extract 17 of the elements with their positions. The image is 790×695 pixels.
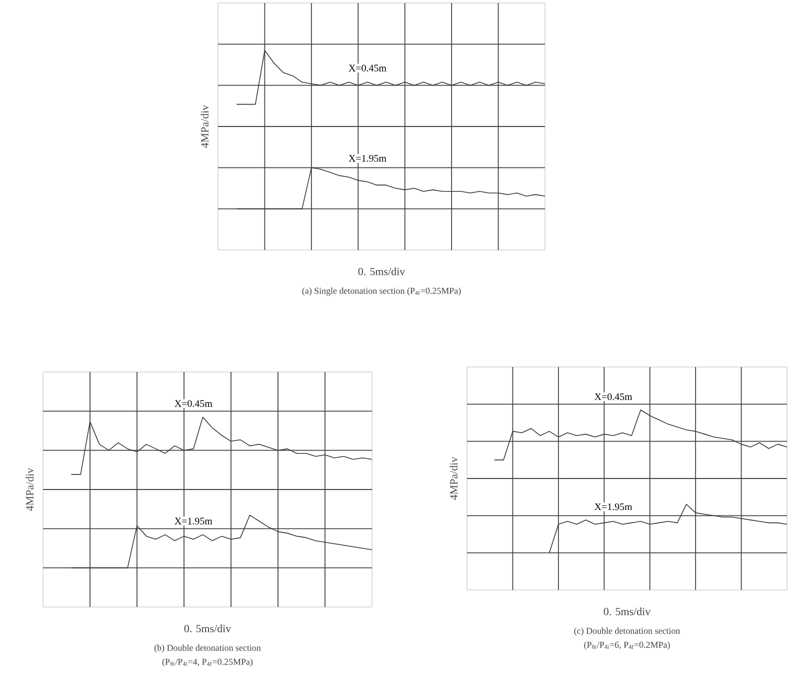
series-label: X=0.45m [174,400,212,407]
text: (b) Double detonation section [154,644,261,653]
series-label: X=0.45m [594,393,632,400]
text: (P$_{8i}$/P$_{4i}$=6, P$_{4f}$=0.2MPa) [584,642,670,650]
series-label: X=1.95m [174,518,212,524]
series-label: X=1.95m [594,503,632,510]
x-axis-title: 0. 5ms/div [184,624,232,632]
series-label: X=1.95m [348,154,386,162]
y-axis-title: 4MPa/div [450,456,458,500]
x-axis-title: 0. 5ms/div [604,608,651,616]
text: (a) Single detonation section (P$_{4f}$=0.25MPa) [302,288,461,296]
x-axis-title: 0. 5ms/div [358,268,406,276]
y-axis-title: 4MPa/div [200,104,208,148]
text: (P$_{8i}$/P$_{4i}$=4, P$_{4f}$=0.25MPa) [162,658,253,667]
text: (c) Double detonation section [574,628,680,636]
y-axis-title: 4MPa/div [26,468,34,511]
series-label: X=0.45m [348,64,386,72]
